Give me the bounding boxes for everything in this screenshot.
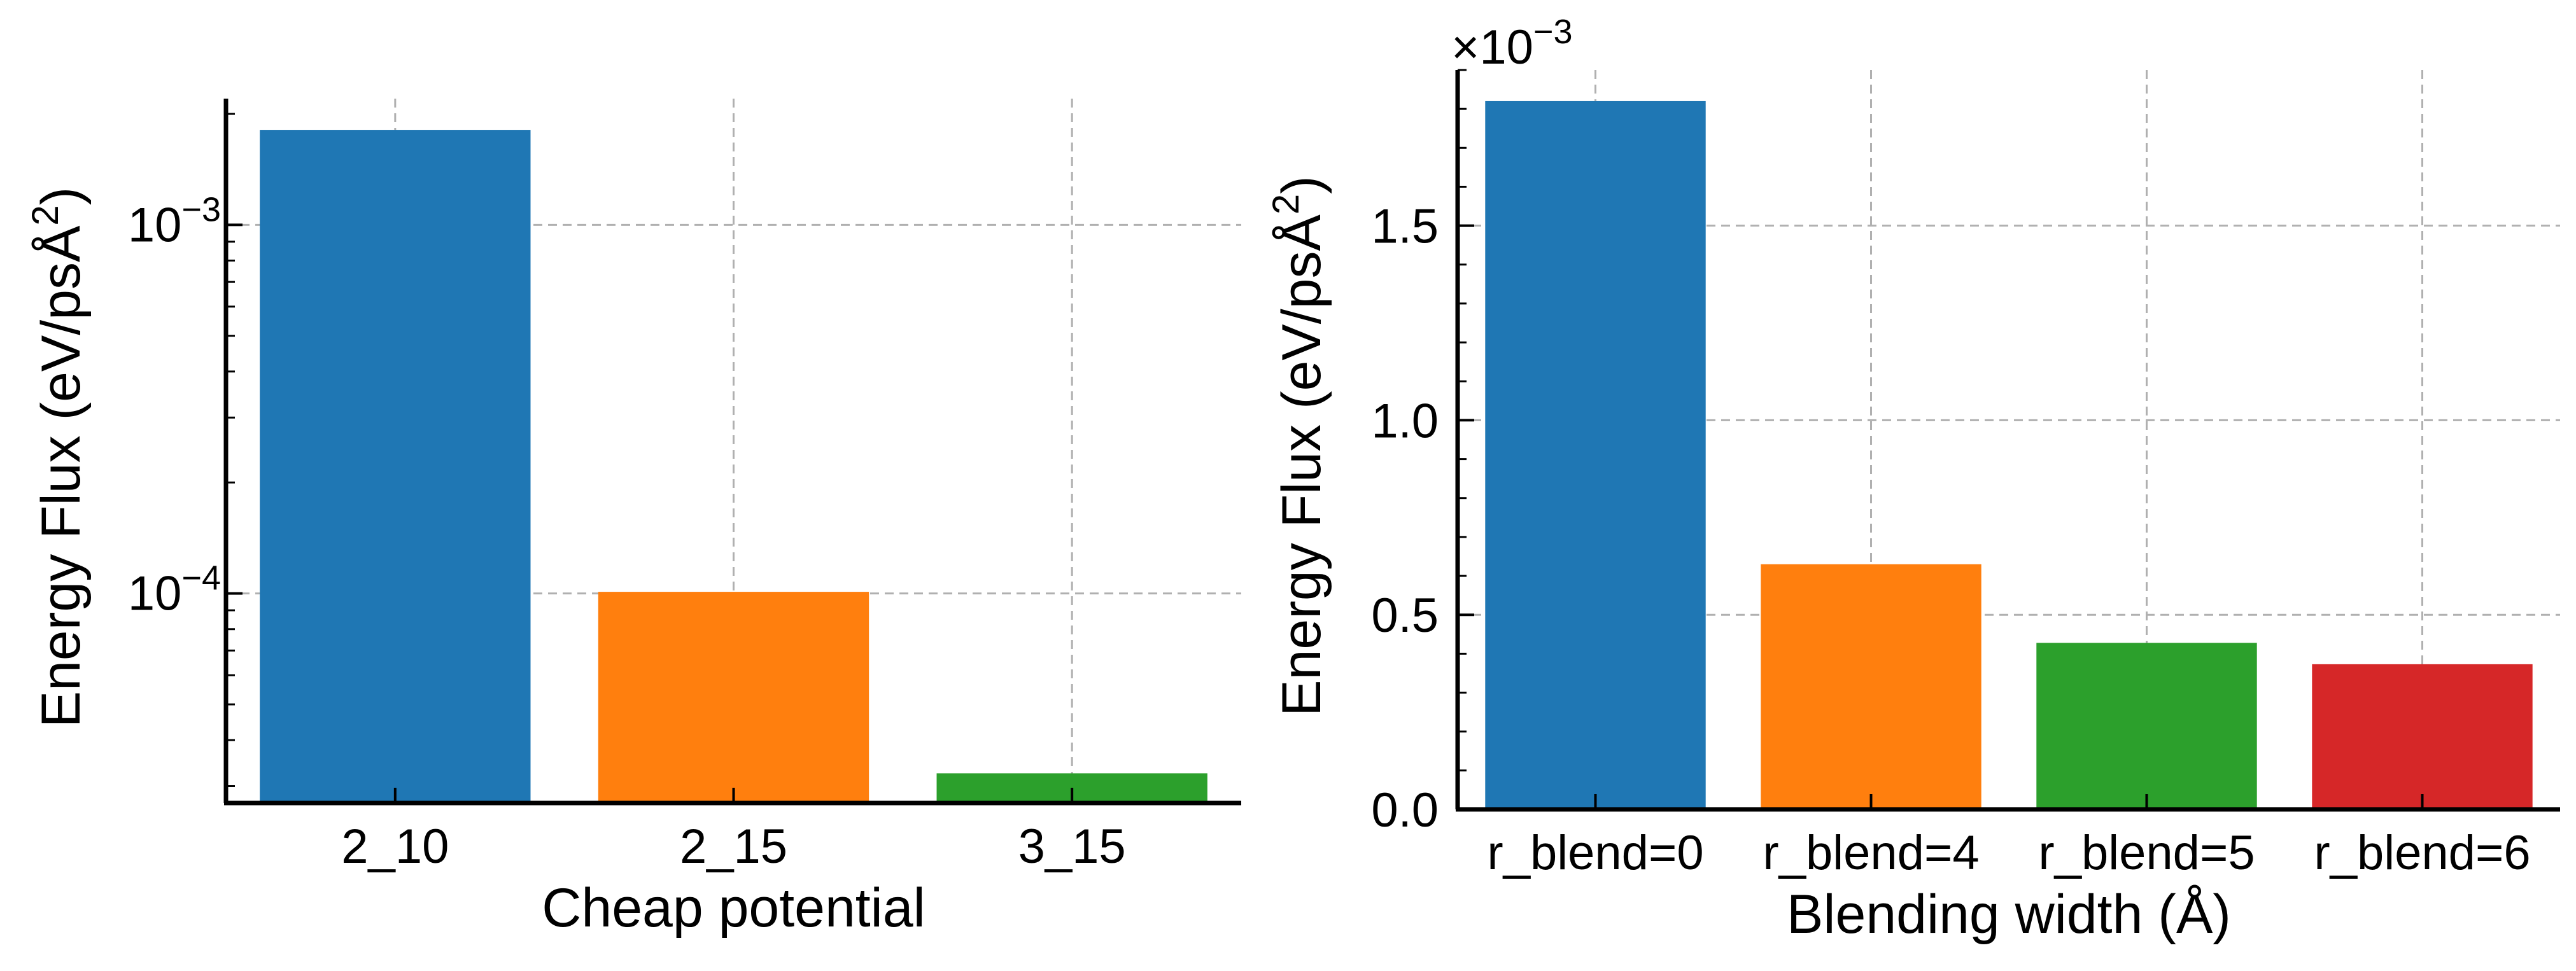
energy-flux-log-chart: 10−4 10−3 2_10 2_15 3_15 Cheap potential Energ… xyxy=(25,99,1241,939)
bar-r_blend=0 xyxy=(1485,101,1706,810)
x-tick-label: 3_15 xyxy=(1018,820,1126,874)
y-tick-label: 10−3 xyxy=(128,190,221,252)
energy-flux-linear-chart: 0.0 0.5 1.0 1.5 r_blend=0 r_blend=4 r_blend=5 r… xyxy=(1265,13,2560,945)
y-tick-label: 0.5 xyxy=(1371,589,1439,643)
x-tick-label: r_blend=4 xyxy=(1763,826,1979,880)
bar-r_blend=5 xyxy=(2036,643,2257,809)
y-tick-label: 0.0 xyxy=(1371,783,1439,837)
x-tick-label: r_blend=0 xyxy=(1487,826,1703,880)
y-tick-label: 1.0 xyxy=(1371,394,1439,448)
x-tick-label: 2_15 xyxy=(680,820,787,874)
x-tick-label: r_blend=6 xyxy=(2314,826,2530,880)
bar-r_blend=6 xyxy=(2312,664,2533,809)
bar-2_15 xyxy=(598,592,869,803)
x-axis-label: Blending width (Å) xyxy=(1787,884,2231,945)
y-tick-label: 1.5 xyxy=(1371,200,1439,254)
x-axis-label: Cheap potential xyxy=(542,877,925,939)
bar-2_10 xyxy=(260,130,531,803)
y-offset-text: ×10−3 xyxy=(1451,13,1573,74)
y-tick-label: 10−4 xyxy=(128,559,221,621)
x-tick-label: r_blend=5 xyxy=(2038,826,2255,880)
y-axis-label: Energy Flux (eV/psÅ2) xyxy=(25,187,92,728)
x-tick-label: 2_10 xyxy=(341,820,449,874)
bar-r_blend=4 xyxy=(1761,564,1981,809)
y-axis-label: Energy Flux (eV/psÅ2) xyxy=(1265,176,1332,716)
